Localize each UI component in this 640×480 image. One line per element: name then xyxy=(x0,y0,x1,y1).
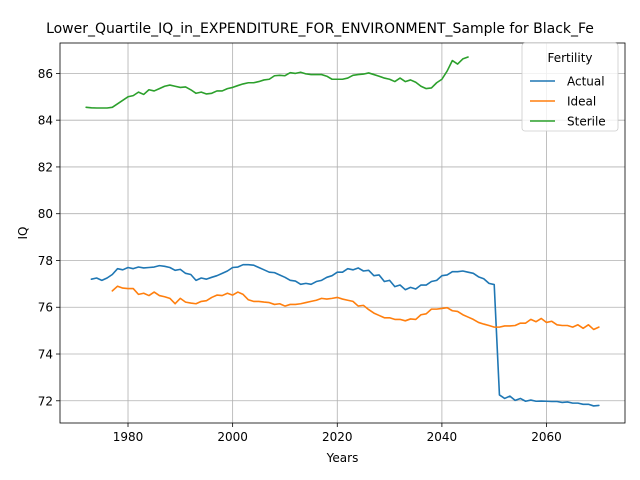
y-tick-label: 78 xyxy=(38,254,53,268)
legend-title: Fertility xyxy=(547,51,592,65)
series-line-actual xyxy=(90,263,600,407)
y-tick-label: 80 xyxy=(38,207,53,221)
legend-label-sterile: Sterile xyxy=(567,115,606,129)
y-tick-label: 72 xyxy=(38,394,53,408)
chart-title: Lower_Quartile_IQ_in_EXPENDITURE_FOR_ENV… xyxy=(46,21,594,37)
y-tick-label: 86 xyxy=(38,67,53,81)
y-tick-label: 82 xyxy=(38,160,53,174)
legend-label-ideal: Ideal xyxy=(567,95,596,109)
y-tick-label: 74 xyxy=(38,348,53,362)
x-tick-label: 2020 xyxy=(322,430,353,444)
y-tick-label: 84 xyxy=(38,114,53,128)
x-tick-label: 2060 xyxy=(531,430,562,444)
x-axis-label: Years xyxy=(326,451,359,465)
x-axis: 1980 2000 2020 2040 2060 xyxy=(113,423,562,444)
legend: Fertility Actual Ideal Sterile xyxy=(521,42,619,132)
x-tick-label: 2040 xyxy=(427,430,458,444)
x-tick-label: 1980 xyxy=(113,430,144,444)
y-axis-label: IQ xyxy=(16,227,30,240)
x-tick-label: 2000 xyxy=(217,430,248,444)
series-line-ideal xyxy=(111,285,600,331)
series-layer xyxy=(85,56,600,407)
series-line-sterile xyxy=(85,56,469,109)
legend-box xyxy=(521,42,619,132)
plot-frame xyxy=(59,42,626,424)
legend-label-actual: Actual xyxy=(567,75,605,89)
y-tick-label: 76 xyxy=(38,301,53,315)
y-axis: 72 74 76 78 80 82 84 86 xyxy=(38,67,60,408)
